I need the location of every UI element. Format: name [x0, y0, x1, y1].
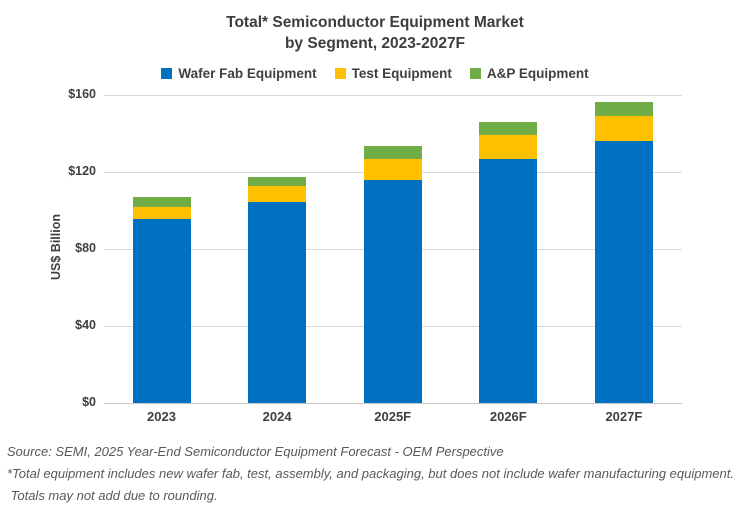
- legend-item-test-equipment: Test Equipment: [334, 66, 452, 81]
- bar-segment-2026f-a-p-equipment: [479, 121, 538, 136]
- x-axis-category-label: 2026F: [489, 409, 527, 424]
- footnote-source: Source: SEMI, 2025 Year-End Semiconducto…: [7, 444, 504, 459]
- bar-segment-2025f-wafer-fab-equipment: [363, 179, 422, 403]
- legend-label: A&P Equipment: [486, 66, 589, 81]
- chart-title: Total* Semiconductor Equipment Market by…: [0, 12, 750, 54]
- x-axis-category-label: 2023: [147, 409, 176, 424]
- legend-label: Test Equipment: [351, 66, 452, 81]
- legend-label: Wafer Fab Equipment: [178, 66, 317, 81]
- legend-item-wafer-fab-equipment: Wafer Fab Equipment: [161, 66, 317, 81]
- y-axis-tick-label: $120: [68, 164, 96, 178]
- bar-segment-2024-wafer-fab-equipment: [248, 201, 307, 403]
- footnote: Source: SEMI, 2025 Year-End Semiconducto…: [7, 441, 747, 507]
- y-axis-tick-label: $160: [68, 87, 96, 101]
- bar-segment-2024-a-p-equipment: [248, 176, 307, 187]
- legend-swatch-icon: [161, 68, 173, 79]
- chart-title-line1: Total* Semiconductor Equipment Market: [226, 14, 524, 31]
- y-axis-tick-label: $80: [75, 241, 96, 255]
- bar-segment-2026f-wafer-fab-equipment: [479, 159, 538, 403]
- x-axis-category-label: 2025F: [374, 409, 412, 424]
- bar-segment-2027f-test-equipment: [594, 116, 653, 142]
- y-gridline: [104, 95, 682, 96]
- x-axis-category-label: 2024: [262, 409, 292, 424]
- bar-segment-2024-test-equipment: [248, 186, 307, 202]
- x-axis-category-label: 2027F: [605, 409, 643, 424]
- bar-segment-2023-test-equipment: [132, 206, 191, 220]
- bar-segment-2027f-a-p-equipment: [594, 101, 653, 117]
- bar-segment-2023-a-p-equipment: [132, 197, 191, 207]
- bar-segment-2023-wafer-fab-equipment: [132, 219, 191, 403]
- bar-segment-2025f-a-p-equipment: [363, 146, 422, 160]
- bar-segment-2025f-test-equipment: [363, 159, 422, 180]
- x-axis-line: [104, 403, 682, 404]
- legend-swatch-icon: [334, 68, 346, 79]
- y-axis-tick-label: $40: [75, 318, 96, 332]
- legend-item-ap-equipment: A&P Equipment: [469, 66, 589, 81]
- y-axis-tick-label: $0: [82, 395, 96, 409]
- bar-segment-2027f-wafer-fab-equipment: [594, 141, 653, 403]
- footnote-definition: *Total equipment includes new wafer fab,…: [7, 466, 734, 481]
- chart-title-line2: by Segment, 2023-2027F: [284, 35, 466, 52]
- footnote-rounding: Totals may not add due to rounding.: [7, 488, 218, 503]
- legend: Wafer Fab Equipment Test Equipment A&P E…: [0, 66, 750, 81]
- bar-segment-2026f-test-equipment: [479, 135, 538, 160]
- legend-swatch-icon: [469, 68, 481, 79]
